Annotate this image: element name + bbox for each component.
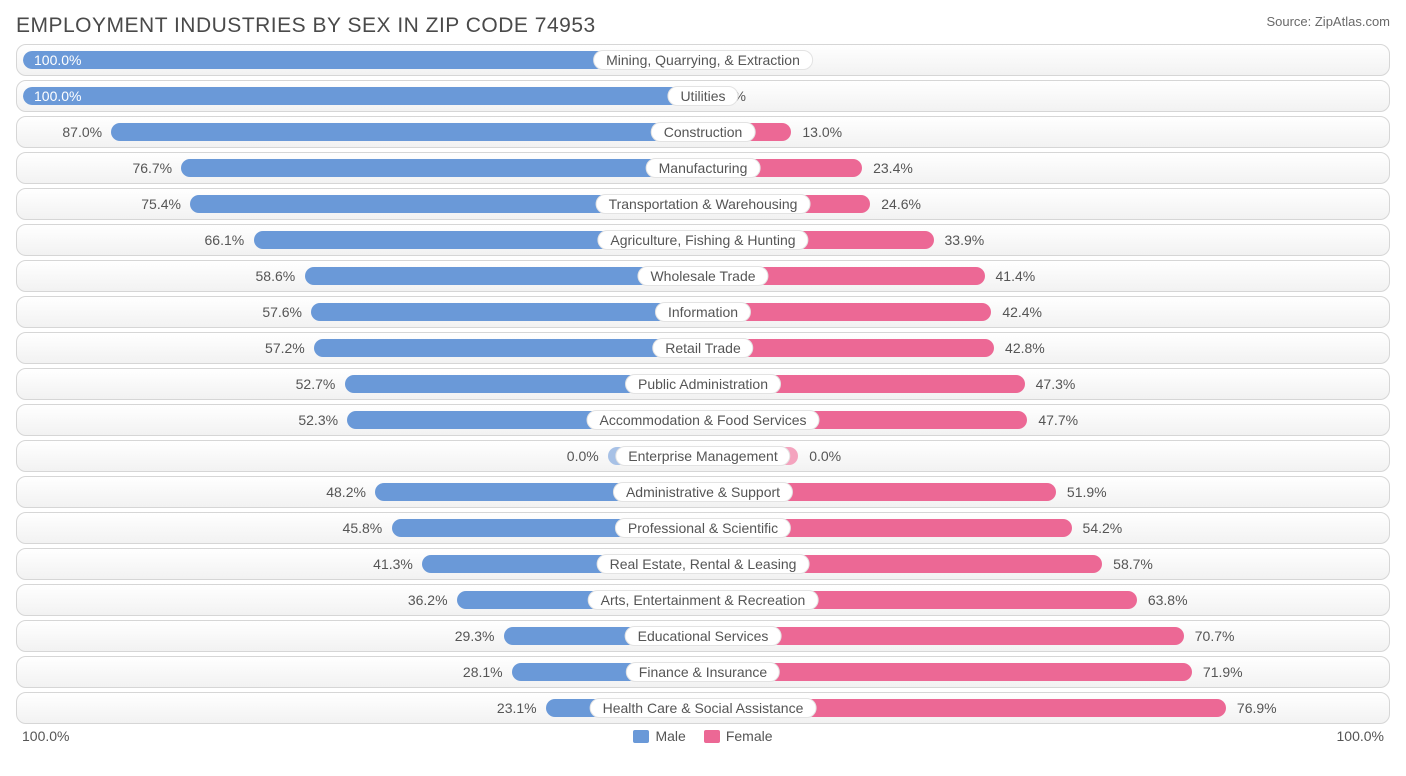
- chart-row: Arts, Entertainment & Recreation 36.2% 63.…: [16, 584, 1390, 616]
- axis-right-label: 100.0%: [1337, 728, 1384, 744]
- category-label: Educational Services: [625, 626, 782, 646]
- female-pct-label: 54.2%: [1083, 520, 1123, 536]
- chart-row: Finance & Insurance 28.1% 71.9%: [16, 656, 1390, 688]
- swatch-female: [704, 730, 720, 743]
- bar-male: [314, 339, 703, 357]
- legend-male-label: Male: [655, 728, 685, 744]
- chart-row: Transportation & Warehousing 75.4% 24.6%: [16, 188, 1390, 220]
- chart-row: Mining, Quarrying, & Extraction100.0%0.0…: [16, 44, 1390, 76]
- male-pct-label: 52.3%: [298, 412, 338, 428]
- female-pct-label: 24.6%: [881, 196, 921, 212]
- category-label: Accommodation & Food Services: [587, 410, 820, 430]
- chart-header: EMPLOYMENT INDUSTRIES BY SEX IN ZIP CODE…: [16, 14, 1390, 38]
- category-label: Utilities: [667, 86, 738, 106]
- bar-male: [181, 159, 703, 177]
- female-pct-label: 41.4%: [996, 268, 1036, 284]
- legend-male: Male: [633, 728, 685, 744]
- female-pct-label: 13.0%: [802, 124, 842, 140]
- male-pct-label: 100.0%: [34, 88, 81, 104]
- category-label: Finance & Insurance: [626, 662, 780, 682]
- female-pct-label: 47.3%: [1036, 376, 1076, 392]
- male-pct-label: 100.0%: [34, 52, 81, 68]
- chart-row: Enterprise Management 0.0% 0.0%: [16, 440, 1390, 472]
- chart-row: Real Estate, Rental & Leasing 41.3% 58.7%: [16, 548, 1390, 580]
- chart-row: Public Administration 52.7% 47.3%: [16, 368, 1390, 400]
- category-label: Administrative & Support: [613, 482, 793, 502]
- chart-row: Information 57.6% 42.4%: [16, 296, 1390, 328]
- bar-male: [111, 123, 703, 141]
- chart-row: Accommodation & Food Services 52.3% 47.7%: [16, 404, 1390, 436]
- category-label: Transportation & Warehousing: [596, 194, 811, 214]
- female-pct-label: 33.9%: [945, 232, 985, 248]
- male-pct-label: 41.3%: [373, 556, 413, 572]
- female-pct-label: 71.9%: [1203, 664, 1243, 680]
- female-pct-label: 42.4%: [1002, 304, 1042, 320]
- male-pct-label: 36.2%: [408, 592, 448, 608]
- female-pct-label: 0.0%: [809, 448, 841, 464]
- chart-row: Health Care & Social Assistance 23.1% 76.9…: [16, 692, 1390, 724]
- male-pct-label: 66.1%: [205, 232, 245, 248]
- female-pct-label: 58.7%: [1113, 556, 1153, 572]
- category-label: Wholesale Trade: [637, 266, 768, 286]
- axis-left-label: 100.0%: [22, 728, 69, 744]
- category-label: Arts, Entertainment & Recreation: [588, 590, 819, 610]
- chart-row: Educational Services 29.3% 70.7%: [16, 620, 1390, 652]
- female-pct-label: 63.8%: [1148, 592, 1188, 608]
- chart-rows: Mining, Quarrying, & Extraction 100.0% 0.0…: [16, 44, 1390, 724]
- category-label: Health Care & Social Assistance: [590, 698, 817, 718]
- chart-source: Source: ZipAtlas.com: [1266, 14, 1390, 29]
- category-label: Mining, Quarrying, & Extraction: [593, 50, 813, 70]
- male-pct-label: 57.6%: [262, 304, 302, 320]
- female-pct-label: 70.7%: [1195, 628, 1235, 644]
- female-pct-label: 47.7%: [1038, 412, 1078, 428]
- chart-footer: 100.0% Male Female 100.0%: [16, 728, 1390, 744]
- male-pct-label: 48.2%: [326, 484, 366, 500]
- male-pct-label: 87.0%: [62, 124, 102, 140]
- female-pct-label: 42.8%: [1005, 340, 1045, 356]
- chart-row: Construction 87.0% 13.0%: [16, 116, 1390, 148]
- male-pct-label: 28.1%: [463, 664, 503, 680]
- category-label: Real Estate, Rental & Leasing: [597, 554, 810, 574]
- female-pct-label: 51.9%: [1067, 484, 1107, 500]
- category-label: Professional & Scientific: [615, 518, 791, 538]
- male-pct-label: 45.8%: [343, 520, 383, 536]
- male-pct-label: 75.4%: [141, 196, 181, 212]
- chart-row: Manufacturing 76.7% 23.4%: [16, 152, 1390, 184]
- category-label: Public Administration: [625, 374, 781, 394]
- bar-male: [23, 87, 703, 105]
- male-pct-label: 57.2%: [265, 340, 305, 356]
- male-pct-label: 23.1%: [497, 700, 537, 716]
- chart-title: EMPLOYMENT INDUSTRIES BY SEX IN ZIP CODE…: [16, 14, 596, 38]
- chart-row: Retail Trade 57.2% 42.8%: [16, 332, 1390, 364]
- female-pct-label: 23.4%: [873, 160, 913, 176]
- male-pct-label: 52.7%: [296, 376, 336, 392]
- category-label: Information: [655, 302, 751, 322]
- female-pct-label: 76.9%: [1237, 700, 1277, 716]
- chart-row: Agriculture, Fishing & Hunting 66.1% 33.9%: [16, 224, 1390, 256]
- legend-female: Female: [704, 728, 773, 744]
- category-label: Manufacturing: [646, 158, 761, 178]
- male-pct-label: 76.7%: [132, 160, 172, 176]
- male-pct-label: 58.6%: [256, 268, 296, 284]
- legend: Male Female: [633, 728, 772, 744]
- category-label: Construction: [651, 122, 756, 142]
- category-label: Agriculture, Fishing & Hunting: [597, 230, 808, 250]
- legend-female-label: Female: [726, 728, 773, 744]
- swatch-male: [633, 730, 649, 743]
- category-label: Enterprise Management: [615, 446, 790, 466]
- chart-row: Wholesale Trade 58.6% 41.4%: [16, 260, 1390, 292]
- male-pct-label: 0.0%: [567, 448, 599, 464]
- chart-row: Utilities100.0%0.0%: [16, 80, 1390, 112]
- bar-male: [311, 303, 703, 321]
- chart-row: Administrative & Support 48.2% 51.9%: [16, 476, 1390, 508]
- male-pct-label: 29.3%: [455, 628, 495, 644]
- category-label: Retail Trade: [652, 338, 753, 358]
- chart-row: Professional & Scientific 45.8% 54.2%: [16, 512, 1390, 544]
